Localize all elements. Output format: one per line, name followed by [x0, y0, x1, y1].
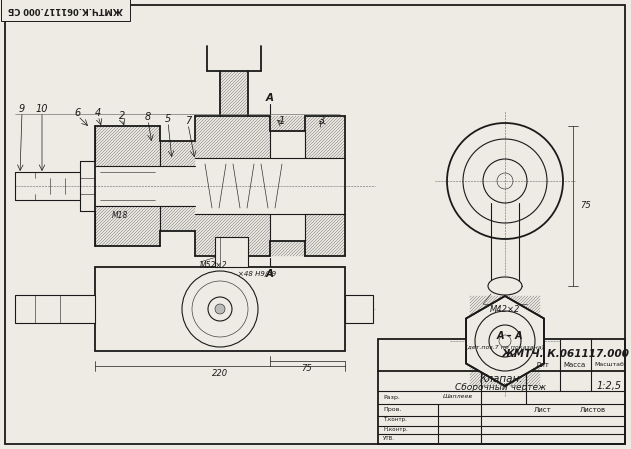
Text: Лит: Лит	[536, 362, 550, 368]
Text: 6: 6	[75, 108, 81, 118]
Text: ЖМТЧ. К.061117.000 СБ: ЖМТЧ. К.061117.000 СБ	[502, 349, 631, 359]
Text: 7: 7	[185, 116, 191, 126]
Text: А – А: А – А	[497, 331, 523, 341]
Text: Н.контр.: Н.контр.	[383, 427, 408, 431]
Text: А: А	[266, 269, 274, 279]
Text: ЖМТЧ.К.061117.000 СБ: ЖМТЧ.К.061117.000 СБ	[8, 5, 123, 14]
Text: 1: 1	[279, 116, 285, 126]
Text: 220: 220	[212, 369, 228, 378]
Bar	[95, 267, 345, 351]
Bar	[345, 295, 373, 323]
Text: Листов: Листов	[580, 407, 606, 413]
Text: ×48 H9/h9: ×48 H9/h9	[238, 271, 276, 277]
Circle shape	[215, 304, 225, 314]
Text: Масштаб: Масштаб	[594, 362, 624, 367]
Bar	[378, 339, 625, 444]
Text: УТВ.: УТВ.	[383, 436, 395, 440]
Text: 10: 10	[36, 104, 48, 114]
Text: Пров.: Пров.	[383, 406, 401, 411]
Text: Шаплеев: Шаплеев	[443, 395, 473, 400]
Text: М18: М18	[112, 211, 128, 220]
Text: Сборочный чертеж: Сборочный чертеж	[456, 383, 546, 392]
Text: 8: 8	[145, 112, 151, 122]
Text: А: А	[266, 93, 274, 103]
Text: 9: 9	[19, 104, 25, 114]
Text: 1:2,5: 1:2,5	[596, 381, 622, 391]
Text: 4: 4	[95, 108, 101, 118]
Text: Клапан.: Клапан.	[480, 374, 522, 384]
Text: М42×2: М42×2	[490, 304, 520, 313]
Bar	[15, 295, 95, 323]
Text: 5: 5	[165, 114, 171, 124]
Text: 2: 2	[119, 111, 125, 121]
Polygon shape	[466, 296, 544, 386]
Text: Т.контр.: Т.контр.	[383, 418, 407, 423]
Text: М52×2: М52×2	[200, 261, 228, 270]
Text: Масса: Масса	[564, 362, 586, 368]
Text: (дет.поз.7 не показана): (дет.поз.7 не показана)	[466, 345, 545, 351]
Ellipse shape	[488, 277, 522, 295]
Bar	[215, 237, 248, 267]
Text: 75: 75	[580, 202, 591, 211]
Text: 75: 75	[302, 364, 312, 373]
Text: Разр.: Разр.	[383, 395, 400, 400]
Text: Лист: Лист	[534, 407, 552, 413]
Text: 3: 3	[319, 116, 325, 126]
